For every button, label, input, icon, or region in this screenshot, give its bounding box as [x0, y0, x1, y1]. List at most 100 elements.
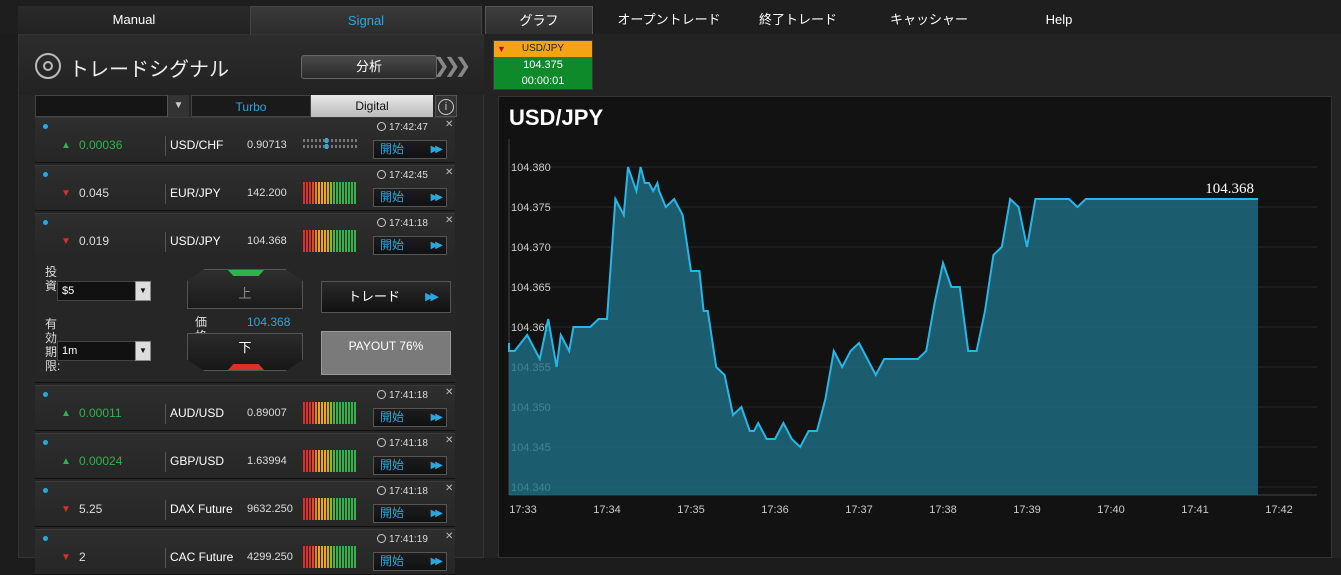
y-tick-label: 104.370 [511, 242, 551, 254]
signal-price: 104.368 [247, 235, 287, 247]
signal-time: 17:42:47 [377, 122, 428, 133]
fast-forward-icon: ▶▶ [430, 144, 444, 155]
clock-icon [377, 122, 386, 131]
divider [165, 452, 166, 472]
info-icon[interactable]: i [435, 95, 457, 117]
signal-strength-meter [303, 546, 357, 568]
close-icon[interactable]: ✕ [445, 483, 454, 494]
signal-asset: AUD/USD [170, 406, 225, 420]
close-icon[interactable]: ✕ [445, 119, 454, 130]
start-button[interactable]: 開始 ▶▶ [373, 552, 447, 571]
start-button[interactable]: 開始 ▶▶ [373, 456, 447, 475]
chevron-down-icon[interactable]: ▼ [135, 341, 151, 361]
signal-time: 17:41:18 [377, 218, 428, 229]
put-down-button[interactable]: 下 [187, 333, 303, 371]
start-button[interactable]: 開始 ▶▶ [373, 408, 447, 427]
arrow-up-icon: ▲ [61, 456, 71, 467]
signal-price: 0.89007 [247, 407, 287, 419]
chart-title: USD/JPY [509, 105, 604, 130]
signal-time-text: 17:41:18 [389, 390, 428, 401]
nav-open-trades[interactable]: オープントレード [617, 12, 721, 27]
clock-icon [377, 534, 386, 543]
signal-row: 17:41:18 ✕ ▲ 0.00024 GBP/USD 1.63994 開始 ▶▶ [35, 433, 455, 479]
y-tick-label: 104.380 [511, 162, 551, 174]
status-dot [43, 488, 48, 493]
signal-price: 0.90713 [247, 139, 287, 151]
invest-input[interactable]: $5 [57, 281, 137, 301]
signal-change: 0.00036 [79, 138, 123, 152]
signal-change: 0.00024 [79, 454, 123, 468]
chart-panel: ▼ USD/JPY 104.375 00:00:01 USD/JPY 104.34… [484, 34, 1341, 558]
panel-title: トレードシグナル [69, 59, 229, 81]
close-icon[interactable]: ✕ [445, 215, 454, 226]
close-icon[interactable]: ✕ [445, 435, 454, 446]
down-triangle-icon: ▼ [497, 44, 506, 54]
expiry-input[interactable]: 1m [57, 341, 137, 361]
tab-turbo[interactable]: Turbo [191, 95, 311, 117]
start-button[interactable]: 開始 ▶▶ [373, 188, 447, 207]
start-button[interactable]: 開始 ▶▶ [373, 236, 447, 255]
clock-icon [377, 218, 386, 227]
x-tick-label: 17:40 [1097, 504, 1125, 516]
signal-strength-meter [303, 498, 357, 520]
call-up-button[interactable]: 上 [187, 269, 303, 309]
trade-button[interactable]: トレード ▶▶ [321, 281, 451, 313]
signal-change: 0.019 [79, 234, 110, 248]
tab-signal[interactable]: Signal [250, 6, 482, 34]
signal-price: 1.63994 [247, 455, 287, 467]
asset-ticker-tab[interactable]: ▼ USD/JPY 104.375 00:00:01 [493, 40, 593, 90]
signal-asset: EUR/JPY [170, 186, 221, 200]
start-button-label: 開始 [380, 142, 405, 156]
signal-time: 17:41:18 [377, 390, 428, 401]
analyze-button[interactable]: 分析 [301, 55, 437, 79]
nav-cashier[interactable]: キャッシャー [889, 12, 968, 27]
divider [165, 404, 166, 424]
arrow-down-icon: ▼ [61, 504, 71, 515]
arrow-down-icon: ▼ [61, 188, 71, 199]
fast-forward-icon: ▶▶ [430, 240, 444, 251]
signal-change: 5.25 [79, 502, 103, 516]
divider [165, 500, 166, 520]
signal-asset: USD/JPY [170, 234, 221, 248]
tab-manual[interactable]: Manual [18, 6, 250, 34]
signal-strength-meter [303, 402, 357, 424]
fast-forward-icon: ▶▶ [430, 460, 444, 471]
ticker-countdown: 00:00:01 [521, 75, 565, 87]
start-button[interactable]: 開始 ▶▶ [373, 140, 447, 159]
x-tick-label: 17:41 [1181, 504, 1209, 516]
tab-digital[interactable]: Digital [311, 95, 433, 117]
signal-change: 2 [79, 550, 86, 564]
signal-asset: CAC Future [170, 550, 234, 564]
start-button-label: 開始 [380, 554, 405, 568]
trade-button-label: トレード [348, 289, 401, 304]
chevron-down-icon[interactable]: ▼ [135, 281, 151, 301]
signal-row: 17:41:18 ✕ ▼ 0.019 USD/JPY 104.368 開始 ▶▶ [35, 213, 455, 259]
trade-form: 投資: $5 ▼ 有効期限: 1m ▼ 上 価格 104.368 下 トレード ▶… [35, 257, 455, 383]
close-icon[interactable]: ✕ [445, 531, 454, 542]
close-icon[interactable]: ✕ [445, 167, 454, 178]
signal-change: 0.00011 [79, 406, 122, 420]
filter-row: ▼ Turbo Digital i [35, 95, 475, 117]
nav-help[interactable]: Help [1045, 12, 1073, 27]
chevron-down-icon[interactable]: ▼ [167, 95, 189, 117]
signal-row: 17:41:18 ✕ ▼ 5.25 DAX Future 9632.250 開始 ▶▶ [35, 481, 455, 527]
status-dot [43, 220, 48, 225]
start-button-label: 開始 [380, 410, 405, 424]
fast-forward-icon: ▶▶ [430, 412, 444, 423]
price-chart: USD/JPY 104.340104.345104.350104.355104.… [498, 96, 1332, 558]
ticker-header: ▼ USD/JPY [494, 41, 592, 57]
status-dot [43, 172, 48, 177]
signal-price: 142.200 [247, 187, 287, 199]
signal-time-text: 17:42:45 [389, 170, 428, 181]
nav-graph[interactable]: グラフ [485, 6, 593, 34]
signal-strength-meter [303, 230, 357, 252]
close-icon[interactable]: ✕ [445, 387, 454, 398]
asset-filter-select[interactable] [35, 95, 189, 117]
signal-time: 17:42:45 [377, 170, 428, 181]
nav-closed-trades[interactable]: 終了トレード [758, 12, 837, 27]
start-button[interactable]: 開始 ▶▶ [373, 504, 447, 523]
arrow-down-icon: ▼ [61, 236, 71, 247]
x-tick-label: 17:37 [845, 504, 873, 516]
signal-asset: GBP/USD [170, 454, 225, 468]
signal-asset: DAX Future [170, 502, 233, 516]
